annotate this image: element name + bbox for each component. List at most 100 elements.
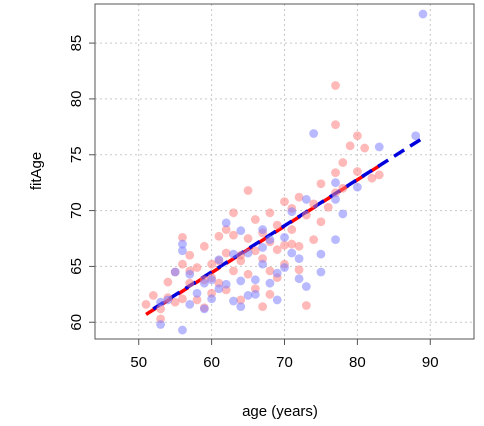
red-point [352, 131, 362, 141]
red-point [185, 278, 195, 288]
blue-point [418, 9, 428, 19]
red-point [331, 81, 340, 90]
y-tick-label: 70 [68, 202, 85, 219]
blue-point [280, 232, 289, 242]
red-point [294, 265, 304, 275]
blue-point [156, 297, 165, 307]
blue-point [178, 239, 187, 249]
y-tick-label: 85 [68, 35, 85, 52]
red-point [301, 301, 311, 310]
blue-point [199, 278, 209, 288]
red-point [207, 259, 217, 269]
data-points [141, 9, 428, 335]
red-point [367, 173, 377, 183]
blue-point [163, 295, 173, 305]
red-point [221, 248, 231, 258]
blue-point [338, 209, 348, 219]
red-point [338, 158, 348, 167]
x-tick-label: 60 [203, 354, 220, 371]
blue-point [229, 249, 238, 259]
blue-point [243, 248, 253, 258]
red-point [258, 302, 268, 312]
red-point [236, 295, 246, 305]
blue-point [265, 278, 275, 288]
blue-point [207, 294, 217, 304]
red-point [221, 225, 231, 234]
blue-point [178, 325, 187, 335]
blue-point [258, 243, 268, 252]
blue-point [374, 142, 384, 152]
blue-point [199, 304, 209, 314]
blue-point [331, 195, 340, 204]
red-point [178, 259, 187, 269]
red-point [236, 256, 246, 266]
red-point [287, 225, 297, 234]
red-point [229, 208, 238, 218]
red-point [338, 183, 348, 193]
red-point [170, 297, 180, 307]
x-tick-label: 90 [422, 354, 439, 371]
y-axis: 60 65 70 75 80 85 [68, 35, 95, 331]
blue-point [229, 296, 238, 306]
red-point [374, 170, 384, 180]
x-axis: 50 60 70 80 90 [130, 339, 439, 371]
blue-point [272, 295, 282, 305]
y-tick-label: 80 [68, 91, 85, 108]
x-tick-label: 50 [130, 354, 147, 371]
red-point [185, 250, 195, 260]
red-point [331, 168, 340, 178]
grid-lines [95, 4, 474, 339]
red-point [265, 289, 275, 299]
x-tick-label: 80 [349, 354, 366, 371]
red-point [309, 235, 319, 245]
blue-point [214, 255, 224, 265]
red-point [309, 199, 319, 209]
blue-point [280, 263, 289, 272]
red-point [331, 120, 340, 129]
red-point [156, 304, 165, 314]
red-point [301, 210, 311, 220]
blue-point [250, 289, 260, 299]
red-point [178, 232, 187, 242]
blue-point [236, 276, 246, 286]
blue-point [287, 248, 297, 258]
blue-point [178, 246, 187, 256]
blue-point [272, 268, 282, 278]
blue-point [331, 235, 340, 245]
red-point [214, 231, 224, 241]
blue-point [287, 207, 297, 217]
blue-point [258, 225, 268, 234]
red-point [178, 294, 187, 304]
x-tick-label: 70 [276, 354, 293, 371]
red-point [272, 220, 282, 230]
blue-point [214, 284, 224, 294]
blue-point [170, 267, 180, 277]
blue-point [301, 195, 311, 204]
red-point [280, 197, 289, 207]
blue-point [207, 275, 217, 285]
blue-point [185, 269, 195, 279]
red-point [141, 299, 151, 309]
y-tick-label: 75 [68, 146, 85, 163]
red-point [265, 208, 275, 218]
red-point [316, 179, 326, 189]
blue-point [250, 275, 260, 285]
red-point [352, 167, 362, 176]
blue-point [265, 235, 275, 245]
red-point [192, 263, 202, 272]
blue-point [352, 182, 362, 192]
red-point [250, 215, 260, 224]
blue-point [236, 302, 246, 312]
red-point [323, 202, 333, 212]
red-point [287, 239, 297, 249]
red-point [280, 240, 289, 250]
red-point [250, 246, 260, 256]
red-point [243, 234, 253, 243]
x-axis-title: age (years) [242, 403, 318, 420]
red-point [192, 295, 202, 305]
blue-point [411, 131, 421, 141]
red-point [148, 291, 158, 300]
red-point [243, 269, 253, 279]
y-tick-label: 60 [68, 314, 85, 331]
